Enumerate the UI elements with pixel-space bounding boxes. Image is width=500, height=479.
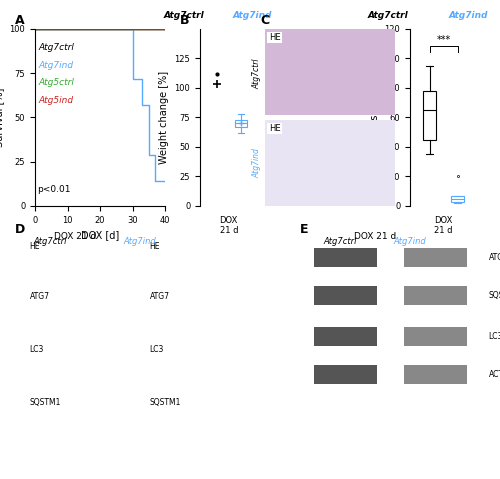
Bar (404, 286, 467, 305)
Text: A: A (15, 14, 24, 27)
PathPatch shape (424, 91, 436, 139)
Text: Atg5ind: Atg5ind (38, 96, 74, 105)
Text: HE: HE (30, 242, 40, 251)
Y-axis label: Survival [%]: Survival [%] (0, 88, 4, 147)
Text: Atg7ctrl: Atg7ctrl (164, 11, 205, 20)
Text: SQSTM1: SQSTM1 (488, 291, 500, 300)
Bar (314, 286, 377, 305)
Text: Atg7ind: Atg7ind (124, 237, 156, 246)
Text: LC3: LC3 (150, 345, 164, 354)
Y-axis label: Pancreas size [mm²]: Pancreas size [mm²] (369, 68, 379, 167)
Text: Atg7ind: Atg7ind (38, 61, 74, 69)
Y-axis label: Weight change [%]: Weight change [%] (159, 71, 169, 164)
Text: DOX 21 d: DOX 21 d (54, 232, 96, 241)
Text: HE: HE (269, 33, 280, 42)
Text: LC3: LC3 (30, 345, 44, 354)
Bar (314, 365, 377, 384)
Text: Atg7ctrl: Atg7ctrl (33, 237, 67, 246)
Text: HE: HE (269, 124, 280, 133)
Text: Atg5ctrl: Atg5ctrl (38, 79, 74, 87)
Text: Atg7ctrl: Atg7ctrl (368, 11, 409, 20)
Text: SQSTM1: SQSTM1 (150, 398, 181, 407)
Bar (404, 365, 467, 384)
Bar (404, 248, 467, 267)
PathPatch shape (235, 120, 247, 126)
Text: LC3: LC3 (488, 332, 500, 341)
Text: Atg7ind: Atg7ind (233, 11, 272, 20)
Text: ACTB: ACTB (488, 370, 500, 379)
Text: E: E (300, 223, 308, 236)
Text: Atg7ind: Atg7ind (394, 237, 426, 246)
Text: Atg7ind: Atg7ind (252, 148, 261, 178)
Text: Atg7ctrl: Atg7ctrl (252, 59, 261, 90)
Bar (404, 327, 467, 346)
Text: p<0.01: p<0.01 (36, 184, 70, 194)
Text: Atg7ctrl: Atg7ctrl (323, 237, 357, 246)
Text: C: C (260, 14, 269, 27)
Text: HE: HE (269, 124, 280, 133)
Bar (314, 327, 377, 346)
Text: HE: HE (269, 33, 280, 42)
Text: SQSTM1: SQSTM1 (30, 398, 61, 407)
Text: Atg7ctrl: Atg7ctrl (38, 43, 74, 52)
Text: ATG7: ATG7 (488, 253, 500, 262)
Text: ATG7: ATG7 (30, 292, 50, 301)
Bar (314, 248, 377, 267)
PathPatch shape (452, 195, 464, 202)
Text: ***: *** (436, 35, 450, 45)
Text: D: D (15, 223, 25, 236)
Text: B: B (180, 14, 190, 27)
Text: DOX 21 d: DOX 21 d (354, 232, 396, 241)
X-axis label: DOX [d]: DOX [d] (81, 230, 119, 240)
Text: ATG7: ATG7 (150, 292, 170, 301)
Text: HE: HE (150, 242, 160, 251)
Text: Atg7ind: Atg7ind (448, 11, 488, 20)
